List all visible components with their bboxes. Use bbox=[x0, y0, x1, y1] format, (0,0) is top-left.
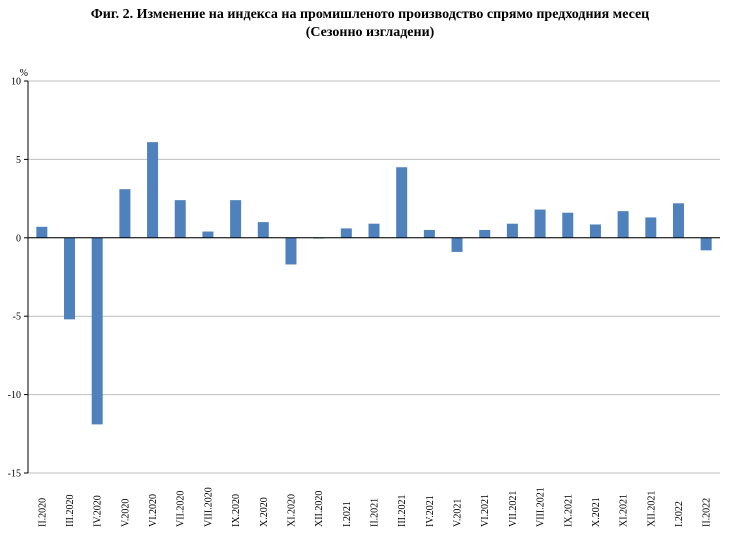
x-tick-label: II.2021 bbox=[370, 498, 381, 527]
bar-II.2020 bbox=[36, 226, 48, 238]
x-tick-label: VIII.2021 bbox=[536, 487, 547, 527]
x-tick-label: XI.2021 bbox=[619, 494, 630, 527]
bar-II.2021 bbox=[368, 223, 380, 238]
x-tick-label: VI.2020 bbox=[148, 494, 159, 527]
x-axis-labels: II.2020 III.2020 IV.2020 V.2020 VI.2020 VII.2… bbox=[37, 487, 712, 527]
bar-IV.2021 bbox=[423, 229, 435, 238]
y-axis: 10 5 0 -5 -10 -15 bbox=[8, 77, 29, 480]
bar-IX.2020 bbox=[230, 200, 242, 238]
y-tick-label: -5 bbox=[13, 312, 21, 323]
bar-I.2021 bbox=[340, 228, 352, 238]
x-tick-label: X.2020 bbox=[259, 497, 270, 527]
x-tick-label: X.2021 bbox=[591, 497, 602, 527]
bar-VII.2020 bbox=[174, 200, 186, 238]
x-tick-label: III.2021 bbox=[397, 495, 408, 528]
x-tick-label: IX.2021 bbox=[563, 494, 574, 527]
x-tick-label: I.2022 bbox=[674, 501, 685, 527]
x-tick-label: I.2021 bbox=[342, 501, 353, 527]
bar-XI.2021 bbox=[617, 211, 629, 238]
bar-IX.2021 bbox=[562, 212, 574, 238]
x-tick-label: IX.2020 bbox=[231, 494, 242, 527]
gridlines bbox=[28, 80, 720, 474]
bar-VII.2021 bbox=[506, 223, 518, 238]
x-tick-label: V.2021 bbox=[453, 499, 464, 527]
y-tick-label: 10 bbox=[11, 77, 21, 88]
x-tick-label: XII.2020 bbox=[314, 491, 325, 527]
bar-III.2020 bbox=[64, 237, 76, 320]
chart-title: Фиг. 2. Изменение на индекса на промишле… bbox=[0, 6, 740, 42]
y-tick-label: 5 bbox=[16, 155, 21, 166]
x-tick-label: XI.2020 bbox=[286, 494, 297, 527]
x-tick-label: VIII.2020 bbox=[203, 487, 214, 527]
bar-X.2021 bbox=[589, 224, 601, 238]
y-tick-label: -10 bbox=[8, 390, 21, 401]
bar-IV.2020 bbox=[91, 237, 103, 425]
x-tick-label: IV.2021 bbox=[425, 495, 436, 527]
x-tick-label: III.2020 bbox=[65, 495, 76, 528]
bar-VI.2020 bbox=[147, 142, 159, 238]
y-tick-label: -15 bbox=[8, 469, 21, 480]
bar-VI.2021 bbox=[479, 229, 491, 238]
bar-X.2020 bbox=[257, 222, 269, 238]
x-tick-label: II.2020 bbox=[37, 498, 48, 527]
chart-title-line1: Фиг. 2. Изменение на индекса на промишле… bbox=[90, 7, 650, 22]
bar-XI.2020 bbox=[285, 237, 297, 265]
x-tick-label: VII.2020 bbox=[176, 491, 187, 527]
bar-XII.2021 bbox=[645, 217, 657, 238]
x-tick-label: IV.2020 bbox=[93, 495, 104, 527]
bar-V.2020 bbox=[119, 189, 131, 238]
x-tick-label: V.2020 bbox=[120, 499, 131, 527]
x-tick-label: II.2022 bbox=[702, 498, 713, 527]
bar-II.2022 bbox=[700, 237, 712, 251]
bar-I.2022 bbox=[672, 203, 684, 238]
bar-VIII.2020 bbox=[202, 231, 214, 238]
x-tick-label: XII.2021 bbox=[646, 491, 657, 527]
x-tick-label: VI.2021 bbox=[480, 494, 491, 527]
bar-III.2021 bbox=[396, 167, 408, 238]
bar-VIII.2021 bbox=[534, 209, 546, 238]
bar-V.2021 bbox=[451, 237, 463, 252]
x-tick-label: VII.2021 bbox=[508, 491, 519, 527]
y-axis-unit-label: % bbox=[20, 68, 28, 79]
bars bbox=[28, 142, 720, 425]
y-tick-label: 0 bbox=[16, 233, 21, 244]
chart-title-line2: (Сезонно изгладени) bbox=[305, 25, 435, 40]
